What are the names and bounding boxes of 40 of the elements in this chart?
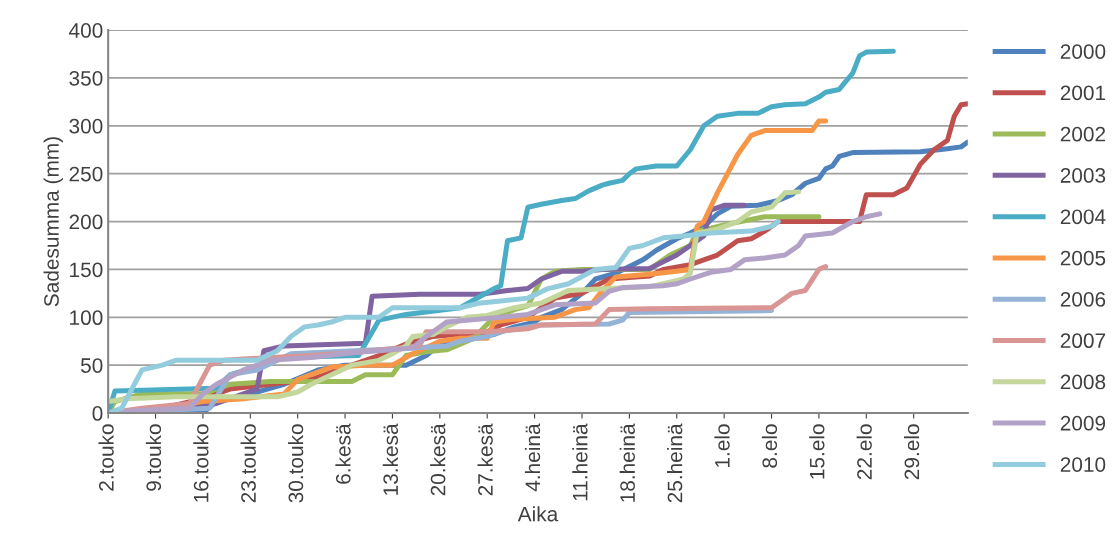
- x-tick-label: 22.elo: [856, 424, 872, 480]
- x-tick-label: 4.heinä: [524, 423, 541, 492]
- legend-label: 2010: [1060, 457, 1106, 472]
- legend-label: 2006: [1060, 291, 1106, 307]
- x-tick-label: 29.elo: [903, 424, 920, 480]
- y-tick-label: 100: [70, 310, 103, 326]
- legend-label: 2000: [1060, 44, 1106, 59]
- x-tick-label: 25.heinä: [667, 423, 683, 503]
- y-tick-label: 400: [69, 23, 103, 38]
- x-tick-label: 27.kesä: [477, 423, 493, 496]
- legend-label: 2001: [1060, 85, 1106, 101]
- x-tick-label: 23.touko: [240, 424, 256, 503]
- y-tick-label: 350: [69, 70, 103, 86]
- x-tick-label: 13.kesä: [382, 423, 399, 495]
- x-tick-label: 20.kesä: [430, 423, 446, 496]
- y-axis-title: Sadesumma (mm): [43, 137, 63, 307]
- legend-label: 2003: [1060, 168, 1106, 183]
- x-axis-title: Aika: [517, 506, 559, 522]
- y-tick-label: 250: [69, 166, 103, 182]
- x-tick-label: 8.elo: [761, 424, 778, 468]
- y-tick-label: 200: [69, 214, 103, 230]
- y-tick-label: 50: [80, 358, 103, 373]
- x-tick-label: 15.elo: [809, 424, 825, 479]
- x-tick-label: 6.kesä: [335, 423, 351, 484]
- legend-label: 2002: [1060, 126, 1106, 142]
- x-tick-label: 16.touko: [193, 424, 209, 502]
- x-tick-label: 9.touko: [145, 424, 162, 491]
- legend-label: 2008: [1060, 374, 1106, 390]
- legend-label: 2007: [1060, 333, 1106, 349]
- x-tick-label: 2.touko: [98, 424, 114, 491]
- y-tick-label: 150: [70, 262, 103, 278]
- x-tick-label: 1.elo: [714, 424, 730, 468]
- legend-label: 2009: [1060, 415, 1106, 431]
- legend-label: 2004: [1060, 209, 1106, 225]
- y-tick-label: 0: [92, 406, 103, 421]
- y-tick-label: 300: [69, 118, 103, 134]
- x-tick-label: 11.heinä: [572, 423, 588, 501]
- legend-label: 2005: [1060, 250, 1106, 266]
- x-tick-label: 18.heinä: [619, 423, 635, 502]
- x-tick-label: 30.touko: [287, 424, 304, 503]
